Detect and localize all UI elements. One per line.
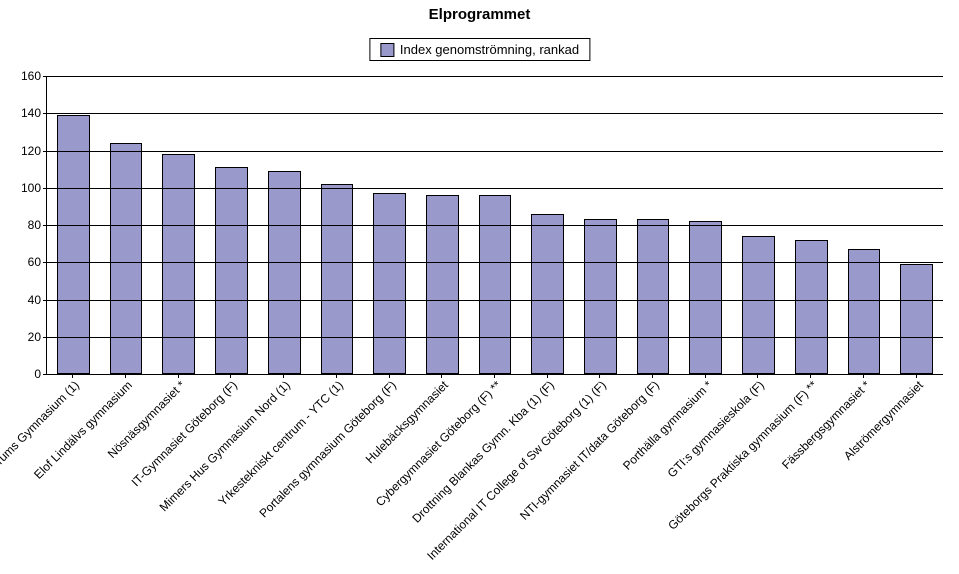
x-label-slot: International IT College of Sw Göteborg …: [573, 378, 626, 574]
bar: [268, 171, 301, 374]
y-tick-label: 120: [11, 144, 41, 158]
bar: [848, 249, 881, 374]
bar: [321, 184, 354, 374]
y-tick-label: 60: [11, 255, 41, 269]
x-tick-mark: [757, 374, 758, 378]
y-tick-mark: [43, 300, 47, 301]
chart-title: Elprogrammet: [0, 6, 959, 23]
x-label-slot: Lerums Gymnasium (1): [46, 378, 99, 574]
bar: [900, 264, 933, 374]
y-tick-mark: [43, 188, 47, 189]
gridline: [47, 151, 943, 152]
y-tick-mark: [43, 374, 47, 375]
x-tick-mark: [599, 374, 600, 378]
chart-legend: Index genomströmning, rankad: [369, 38, 590, 61]
y-tick-mark: [43, 76, 47, 77]
gridline: [47, 113, 943, 114]
y-tick-label: 140: [11, 106, 41, 120]
x-labels: Lerums Gymnasium (1)Elof Lindälvs gymnas…: [46, 378, 942, 574]
y-tick-mark: [43, 151, 47, 152]
x-label-slot: GTI:s gymnasieskola (F): [731, 378, 784, 574]
x-tick-mark: [72, 374, 73, 378]
bar: [531, 214, 564, 374]
gridline: [47, 76, 943, 77]
bar: [584, 219, 617, 374]
y-tick-mark: [43, 225, 47, 226]
y-tick-mark: [43, 262, 47, 263]
bar: [57, 115, 90, 374]
gridline: [47, 262, 943, 263]
bar: [795, 240, 828, 374]
y-tick-mark: [43, 113, 47, 114]
bar: [742, 236, 775, 374]
y-tick-label: 20: [11, 330, 41, 344]
bar: [373, 193, 406, 374]
bar: [110, 143, 143, 374]
y-tick-label: 80: [11, 218, 41, 232]
bar: [637, 219, 670, 374]
y-tick-mark: [43, 337, 47, 338]
x-label-slot: Yrkestekniskt centrum - YTC (1): [310, 378, 363, 574]
x-label-slot: Göteborgs Praktiska gymnasium (F) **: [784, 378, 837, 574]
x-tick-mark: [230, 374, 231, 378]
gridline: [47, 225, 943, 226]
gridline: [47, 337, 943, 338]
gridline: [47, 300, 943, 301]
y-tick-label: 40: [11, 293, 41, 307]
y-tick-label: 160: [11, 69, 41, 83]
bar: [215, 167, 248, 374]
bar-chart: Elprogrammet Index genomströmning, ranka…: [0, 0, 959, 574]
bar: [426, 195, 459, 374]
x-label-slot: Fässbergsgymnasiet *: [837, 378, 890, 574]
x-label-slot: Alströmergymnasiet: [889, 378, 942, 574]
y-tick-label: 0: [11, 367, 41, 381]
plot-area: 020406080100120140160: [46, 76, 943, 375]
y-tick-label: 100: [11, 181, 41, 195]
bar: [479, 195, 512, 374]
legend-label: Index genomströmning, rankad: [400, 42, 579, 57]
bar: [689, 221, 722, 374]
legend-swatch: [380, 43, 394, 57]
gridline: [47, 188, 943, 189]
